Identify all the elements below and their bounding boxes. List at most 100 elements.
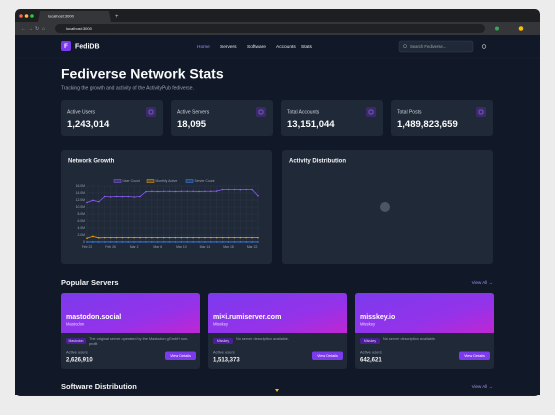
data-point xyxy=(97,237,100,239)
nav-link[interactable]: Software xyxy=(247,44,266,50)
stat-icon xyxy=(476,107,486,117)
server-card-header xyxy=(61,293,200,333)
nav-link[interactable]: Accounts xyxy=(276,44,296,50)
y-tick-label: 2.0M xyxy=(77,233,85,237)
data-point xyxy=(109,236,112,239)
profile-icon[interactable] xyxy=(518,26,524,31)
x-tick-label: Mar 2 xyxy=(130,245,139,249)
section-title: Software Distribution xyxy=(61,382,137,391)
data-point xyxy=(257,241,259,243)
stat-icon-glyph xyxy=(478,109,484,115)
legend-swatch xyxy=(113,179,122,183)
logo-letter: F xyxy=(64,44,68,50)
data-point xyxy=(127,236,130,239)
y-tick-label: 8.0M xyxy=(77,212,85,216)
stat-label: Total Posts xyxy=(397,109,422,115)
data-point xyxy=(121,241,124,243)
view-details-label[interactable]: View Details xyxy=(464,354,485,358)
forward-button[interactable]: → xyxy=(28,26,33,32)
legend-swatch xyxy=(146,179,155,183)
users-value: 2,626,910 xyxy=(66,358,93,364)
data-point xyxy=(245,236,248,239)
software-badge xyxy=(213,338,233,344)
stat-icon xyxy=(256,107,266,117)
nav-link[interactable]: Stats xyxy=(301,44,313,50)
data-point xyxy=(180,190,183,193)
home-button[interactable]: ⌂ xyxy=(42,26,45,32)
close-button[interactable] xyxy=(19,14,23,18)
data-point xyxy=(92,199,94,202)
data-point xyxy=(198,236,200,239)
logo[interactable] xyxy=(61,41,71,51)
view-details-button[interactable] xyxy=(165,351,196,361)
data-point xyxy=(221,241,224,243)
x-tick-label: Mar 18 xyxy=(223,245,234,249)
stat-icon-glyph xyxy=(148,109,154,115)
x-tick-label: Mar 6 xyxy=(153,245,162,249)
view-details-label[interactable]: View Details xyxy=(170,354,191,358)
data-point xyxy=(204,236,206,239)
data-point xyxy=(127,195,130,198)
extension-icon[interactable] xyxy=(495,26,499,31)
series-line xyxy=(86,189,259,203)
stat-icon xyxy=(366,107,376,117)
view-all-link[interactable]: View All → xyxy=(472,280,493,285)
data-point xyxy=(92,241,94,243)
new-tab[interactable]: + xyxy=(115,14,119,20)
view-details-button[interactable] xyxy=(312,351,343,361)
data-point xyxy=(115,241,118,243)
data-point xyxy=(180,236,183,239)
software-badge xyxy=(66,338,86,344)
data-point xyxy=(156,236,159,239)
browser-tab[interactable] xyxy=(38,11,111,22)
brand[interactable]: FediDB xyxy=(75,43,100,50)
data-point xyxy=(233,241,236,243)
data-point xyxy=(239,188,242,191)
server-software: Misskey xyxy=(213,322,229,327)
data-point xyxy=(221,188,224,191)
data-point xyxy=(115,195,118,198)
theme-toggle[interactable] xyxy=(481,44,487,49)
search-box[interactable] xyxy=(398,40,474,53)
data-point xyxy=(168,190,171,193)
server-name: mastodon.social xyxy=(66,314,121,321)
data-point xyxy=(233,236,236,239)
view-details-label[interactable]: View Details xyxy=(317,354,338,358)
server-card-header xyxy=(355,293,494,333)
data-point xyxy=(145,241,147,243)
maximize-button[interactable] xyxy=(30,14,34,18)
data-point xyxy=(186,236,189,239)
search-icon xyxy=(403,44,407,49)
data-point xyxy=(133,241,135,243)
software-badge xyxy=(360,338,380,344)
view-details-button[interactable] xyxy=(459,351,490,361)
data-point xyxy=(168,236,171,239)
data-point xyxy=(151,236,153,239)
stat-cards: Active Users 1,243,014 Active Servers 18,09… xyxy=(61,100,493,136)
nav-link[interactable]: Servers xyxy=(220,44,237,50)
stat-value: 13,151,044 xyxy=(287,119,335,130)
users-label: Active users xyxy=(360,350,382,355)
minimize-button[interactable] xyxy=(24,14,29,18)
view-all-link[interactable]: View All → xyxy=(472,384,493,389)
data-point xyxy=(192,236,194,239)
data-point xyxy=(215,236,218,239)
back-button[interactable]: ← xyxy=(21,26,26,32)
y-tick-label: 6.0M xyxy=(77,219,85,223)
data-point xyxy=(186,190,189,193)
data-point xyxy=(151,190,153,193)
data-point xyxy=(204,241,206,243)
nav-link[interactable]: Home xyxy=(197,44,210,50)
data-point xyxy=(251,241,253,243)
page-subtitle: Tracking the growth and activity of the … xyxy=(61,85,194,91)
data-point xyxy=(210,241,212,243)
cursor-icon xyxy=(275,389,279,392)
loading-spinner xyxy=(380,202,390,212)
data-point xyxy=(103,236,106,239)
address-bar[interactable] xyxy=(55,24,485,33)
legend-label: User Count xyxy=(123,179,140,183)
reload-button[interactable]: ↻ xyxy=(35,26,39,32)
data-point xyxy=(115,236,118,239)
